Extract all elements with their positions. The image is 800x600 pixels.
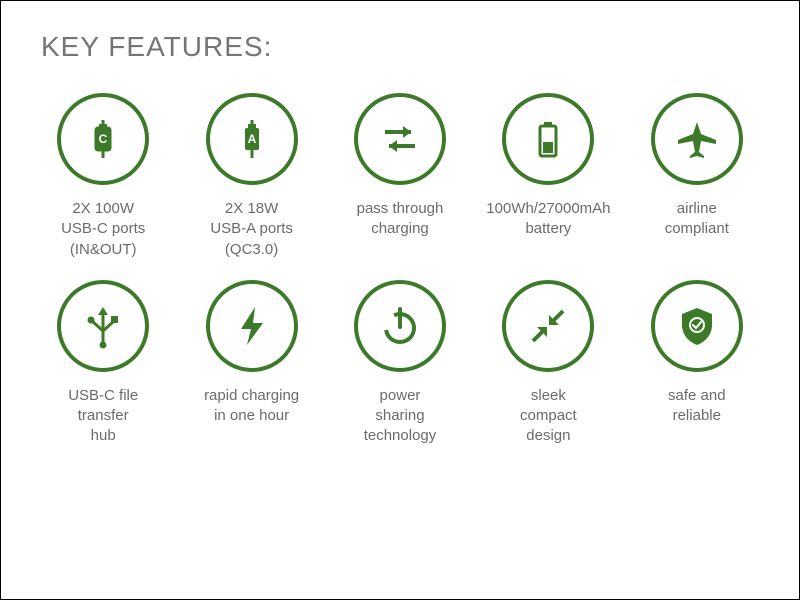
feature-item: USB-C file transfer hub: [41, 280, 165, 447]
feature-label: 100Wh/27000mAh battery: [486, 199, 610, 240]
feature-label: 2X 100W USB-C ports (IN&OUT): [61, 199, 145, 260]
feature-label: power sharing technology: [364, 386, 437, 447]
page-title: KEY FEATURES:: [41, 31, 759, 63]
feature-item: pass through charging: [338, 93, 462, 260]
feature-item: 2X 100W USB-C ports (IN&OUT): [41, 93, 165, 260]
usb-hub-icon: [57, 280, 149, 372]
shield-icon: [651, 280, 743, 372]
feature-item: 100Wh/27000mAh battery: [486, 93, 610, 260]
feature-item: airline compliant: [635, 93, 759, 260]
feature-item: sleek compact design: [486, 280, 610, 447]
feature-label: rapid charging in one hour: [204, 386, 299, 427]
feature-item: 2X 18W USB-A ports (QC3.0): [189, 93, 313, 260]
feature-item: rapid charging in one hour: [189, 280, 313, 447]
arrows-icon: [354, 93, 446, 185]
compact-icon: [502, 280, 594, 372]
feature-label: sleek compact design: [520, 386, 577, 447]
feature-item: safe and reliable: [635, 280, 759, 447]
airplane-icon: [651, 93, 743, 185]
feature-label: 2X 18W USB-A ports (QC3.0): [210, 199, 293, 260]
usb-a-icon: [206, 93, 298, 185]
features-grid: 2X 100W USB-C ports (IN&OUT) 2X 18W USB-A…: [41, 93, 759, 447]
battery-icon: [502, 93, 594, 185]
feature-label: airline compliant: [665, 199, 729, 240]
feature-label: USB-C file transfer hub: [68, 386, 138, 447]
feature-item: power sharing technology: [338, 280, 462, 447]
feature-label: safe and reliable: [668, 386, 726, 427]
usb-c-icon: [57, 93, 149, 185]
power-icon: [354, 280, 446, 372]
feature-label: pass through charging: [357, 199, 444, 240]
bolt-icon: [206, 280, 298, 372]
